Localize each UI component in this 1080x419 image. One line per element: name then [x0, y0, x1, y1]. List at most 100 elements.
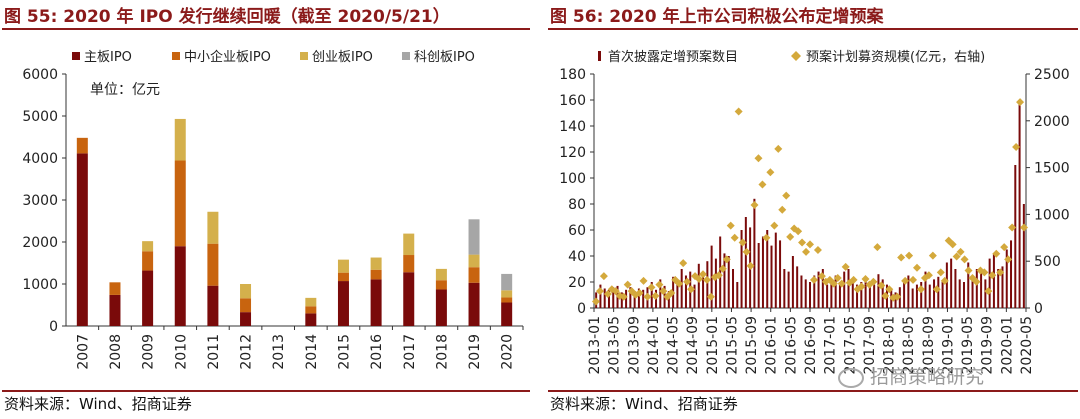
- right-scatter-point: [786, 232, 795, 241]
- right-bar: [599, 284, 602, 308]
- right-bar: [813, 275, 816, 308]
- right-scatter-point: [905, 251, 914, 260]
- left-bar-segment: [305, 313, 317, 326]
- right-scatter-point: [837, 279, 846, 288]
- right-scatter-point: [1008, 223, 1017, 232]
- right-x-tick-label: 2014-05: [666, 316, 682, 375]
- right-bar: [736, 282, 739, 308]
- left-bar-segment: [142, 241, 154, 252]
- right-bar: [684, 275, 687, 308]
- right-bar: [950, 258, 953, 308]
- right-bar: [937, 276, 940, 308]
- wechat-icon: [838, 367, 864, 388]
- left-bar-segment: [305, 297, 317, 307]
- right-bar: [667, 291, 670, 308]
- right-scatter-point: [952, 252, 961, 261]
- left-legend-swatch: [72, 52, 80, 60]
- right-bar: [830, 279, 833, 308]
- right-left-y-tick-label: 120: [559, 145, 586, 161]
- right-scatter-point: [861, 274, 870, 283]
- right-x-tick-label: 2015-09: [744, 316, 760, 375]
- left-legend-swatch: [300, 52, 308, 60]
- right-bar: [1005, 249, 1008, 308]
- right-scatter-point: [639, 276, 648, 285]
- right-scatter-point: [829, 279, 838, 288]
- left-y-tick-label: 2000: [22, 235, 58, 251]
- right-legend-bar-label: 首次披露定增预案数目: [608, 49, 738, 65]
- right-bar: [680, 269, 683, 308]
- right-right-y-tick-label: 2500: [1034, 67, 1070, 83]
- left-chart-title: 图 55: 2020 年 IPO 发行继续回暖（截至 2020/5/21）: [4, 7, 450, 27]
- right-bar: [779, 240, 782, 308]
- right-scatter-point: [778, 205, 787, 214]
- right-scatter-point: [916, 285, 925, 294]
- right-left-y-tick-label: 60: [568, 223, 586, 239]
- right-bar: [761, 236, 764, 308]
- right-scatter-point: [774, 144, 783, 153]
- left-bar-segment: [207, 243, 219, 286]
- right-x-tick-label: 2017-01: [823, 316, 839, 375]
- right-scatter-point: [758, 180, 767, 189]
- right-right-y-tick-label: 2000: [1034, 114, 1070, 130]
- right-scatter-point: [794, 227, 803, 236]
- right-scatter-point: [885, 285, 894, 294]
- right-bar: [864, 276, 867, 308]
- right-bar: [676, 279, 679, 308]
- right-x-tick-label: 2013-01: [587, 316, 603, 375]
- right-bar: [744, 217, 747, 308]
- right-bar: [962, 282, 965, 308]
- left-bar-segment: [501, 290, 513, 298]
- right-scatter-point: [932, 285, 941, 294]
- right-scatter-point: [675, 279, 684, 288]
- left-bar-segment: [240, 312, 252, 326]
- right-legend-scatter-label: 预案计划募资规模(亿元，右轴): [806, 50, 985, 65]
- right-bar: [637, 288, 640, 308]
- right-scatter-point: [924, 271, 933, 280]
- right-scatter-point: [766, 168, 775, 177]
- left-bar-segment: [337, 272, 349, 282]
- right-legend-scatter-swatch: [791, 51, 801, 61]
- left-bar-segment: [109, 282, 121, 295]
- right-scatter-point: [1000, 243, 1009, 252]
- right-scatter-point: [928, 251, 937, 260]
- left-bar-segment: [174, 246, 186, 326]
- left-bar-segment: [435, 268, 447, 281]
- right-bar: [826, 284, 829, 308]
- left-y-tick-label: 5000: [22, 109, 58, 125]
- right-scatter-point: [869, 277, 878, 286]
- left-legend-swatch: [402, 52, 410, 60]
- right-scatter-point: [667, 289, 676, 298]
- right-bar: [821, 269, 824, 308]
- left-x-tick-label: 2020: [500, 334, 516, 370]
- right-scatter-point: [643, 292, 652, 301]
- right-x-tick-label: 2019-05: [960, 316, 976, 375]
- right-bar: [714, 258, 717, 308]
- right-left-y-tick-label: 40: [568, 249, 586, 265]
- left-bar-segment: [468, 254, 480, 268]
- left-legend-swatch: [172, 52, 180, 60]
- right-bar: [625, 289, 628, 308]
- right-scatter-point: [659, 287, 668, 296]
- watermark: 招商策略研究: [838, 362, 984, 389]
- right-scatter-point: [881, 291, 890, 300]
- right-scatter-point: [754, 154, 763, 163]
- left-footer-rule: [2, 390, 530, 392]
- right-scatter-point: [901, 276, 910, 285]
- right-bar: [620, 292, 623, 308]
- right-scatter-point: [980, 268, 989, 277]
- right-x-tick-label: 2018-01: [882, 316, 898, 375]
- left-x-tick-label: 2007: [75, 334, 91, 370]
- right-scatter-point: [996, 268, 1005, 277]
- left-legend-label: 主板IPO: [84, 50, 132, 65]
- left-bar-segment: [468, 267, 480, 283]
- right-bar: [933, 279, 936, 308]
- right-footer-rule: [548, 390, 1078, 392]
- right-left-y-tick-label: 0: [577, 301, 586, 317]
- right-left-y-tick-label: 160: [559, 93, 586, 109]
- right-bar: [800, 275, 803, 308]
- left-bar-segment: [501, 302, 513, 326]
- left-x-tick-label: 2014: [304, 334, 320, 370]
- right-bar: [971, 275, 974, 308]
- right-scatter-point: [873, 243, 882, 252]
